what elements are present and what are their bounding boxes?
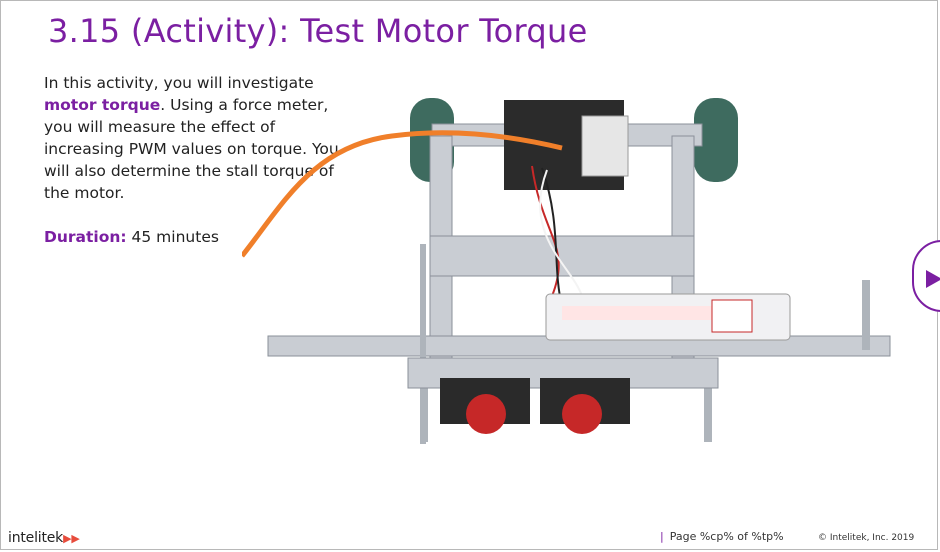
intelitek-logo: intelitek▶▶: [8, 530, 80, 546]
page-number: Page %cp% of %tp%: [670, 530, 784, 543]
slide-title: 3.15 (Activity): Test Motor Torque: [48, 12, 588, 50]
force-meter-label: [712, 300, 752, 332]
play-triangle-icon: [924, 268, 940, 290]
robot-photo: [242, 96, 906, 496]
keyword-motor-torque: motor torque: [44, 96, 160, 114]
duration-label: Duration:: [44, 228, 127, 246]
copyright-text: © Intelitek, Inc. 2019: [818, 533, 914, 543]
duration-value: 45 minutes: [127, 228, 219, 246]
page-indicator: | Page %cp% of %tp%: [660, 530, 784, 543]
motor-cap-left: [466, 394, 506, 434]
chassis-mid-rail: [430, 236, 694, 276]
motor-cap-right: [562, 394, 602, 434]
motor-controller: [582, 116, 628, 176]
page-divider: |: [660, 530, 664, 543]
logo-arrows-icon: ▶▶: [63, 532, 80, 545]
intro-text-start: In this activity, you will investigate: [44, 74, 314, 92]
force-meter-scale: [562, 306, 712, 320]
post-right: [862, 280, 870, 350]
logo-text: intelitek: [8, 530, 63, 546]
